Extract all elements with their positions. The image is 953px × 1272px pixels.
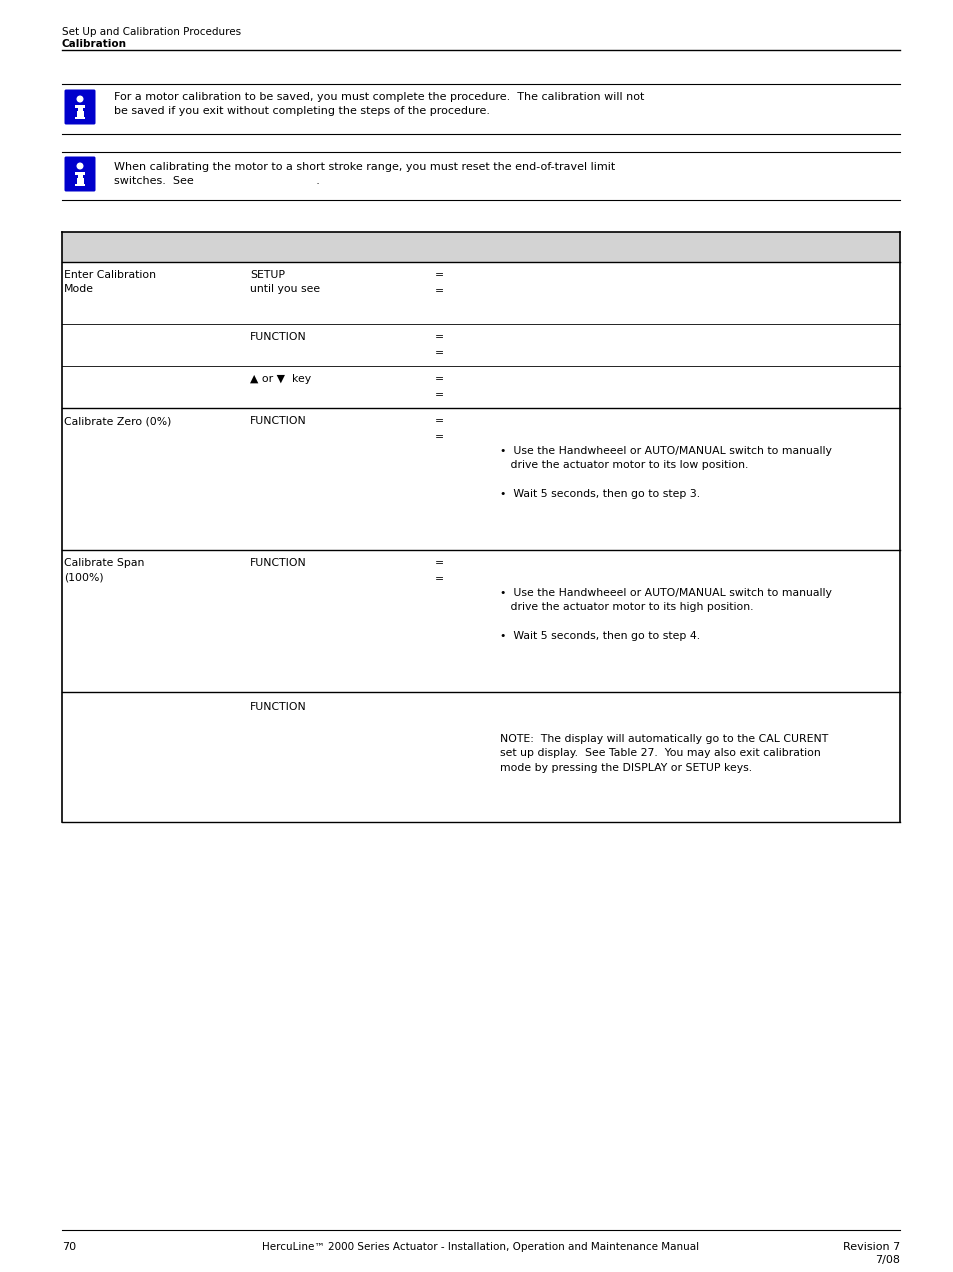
Bar: [75, 183, 85, 186]
Text: NOTE:  The display will automatically go to the CAL CURENT
set up display.  See : NOTE: The display will automatically go …: [499, 734, 827, 773]
Circle shape: [77, 163, 83, 169]
Text: ▲ or ▼  key: ▲ or ▼ key: [250, 374, 311, 384]
Text: =
=: = =: [435, 374, 444, 401]
Text: HercuLine™ 2000 Series Actuator - Installation, Operation and Maintenance Manual: HercuLine™ 2000 Series Actuator - Instal…: [262, 1241, 699, 1252]
Text: •  Use the Handwheeel or AUTO/MANUAL switch to manually
   drive the actuator mo: • Use the Handwheeel or AUTO/MANUAL swit…: [499, 588, 831, 641]
Text: SETUP
until you see: SETUP until you see: [250, 270, 320, 294]
Text: Calibrate Span
(100%): Calibrate Span (100%): [64, 558, 144, 583]
Text: FUNCTION: FUNCTION: [250, 332, 307, 342]
Bar: [82, 174, 85, 178]
Text: When calibrating the motor to a short stroke range, you must reset the end-of-tr: When calibrating the motor to a short st…: [113, 162, 615, 186]
Bar: [75, 174, 77, 178]
Text: Calibration: Calibration: [62, 39, 127, 50]
Text: Set Up and Calibration Procedures: Set Up and Calibration Procedures: [62, 27, 241, 37]
Text: =
=: = =: [435, 558, 444, 584]
Bar: [75, 172, 85, 174]
Text: 7/08: 7/08: [874, 1255, 899, 1264]
Text: •  Use the Handwheeel or AUTO/MANUAL switch to manually
   drive the actuator mo: • Use the Handwheeel or AUTO/MANUAL swit…: [499, 446, 831, 499]
Bar: [75, 106, 85, 108]
Text: 70: 70: [62, 1241, 76, 1252]
Text: =
=: = =: [435, 416, 444, 443]
Text: For a motor calibration to be saved, you must complete the procedure.  The calib: For a motor calibration to be saved, you…: [113, 92, 643, 116]
Bar: [75, 117, 85, 120]
Bar: [76, 172, 84, 186]
Text: Enter Calibration
Mode: Enter Calibration Mode: [64, 270, 156, 294]
Text: FUNCTION: FUNCTION: [250, 416, 307, 426]
FancyBboxPatch shape: [65, 89, 95, 125]
Bar: [62, 232, 899, 262]
Text: =
=: = =: [435, 332, 444, 359]
Text: FUNCTION: FUNCTION: [250, 558, 307, 569]
Text: Calibrate Zero (0%): Calibrate Zero (0%): [64, 416, 172, 426]
Bar: [75, 108, 77, 111]
Text: =
=: = =: [435, 270, 444, 296]
Text: Revision 7: Revision 7: [841, 1241, 899, 1252]
Bar: [76, 106, 84, 120]
Circle shape: [77, 97, 83, 102]
Text: FUNCTION: FUNCTION: [250, 702, 307, 712]
Bar: [82, 108, 85, 111]
FancyBboxPatch shape: [65, 156, 95, 192]
